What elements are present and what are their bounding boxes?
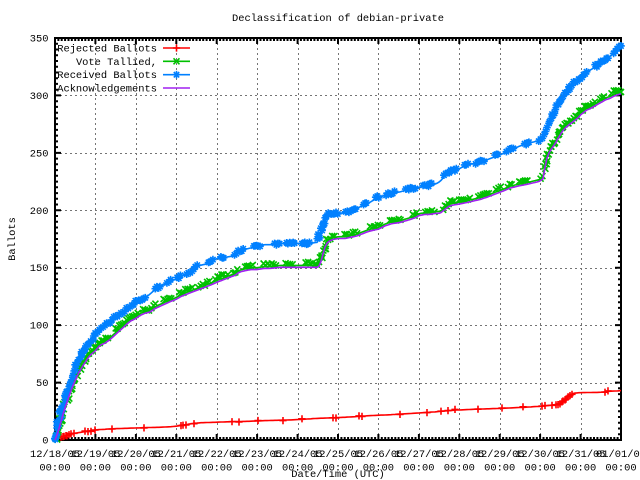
svg-text:Date/Time (UTC): Date/Time (UTC)	[291, 469, 385, 480]
svg-text:00:00: 00:00	[39, 463, 70, 475]
svg-text:12/18/05: 12/18/05	[30, 449, 80, 461]
svg-text:00:00: 00:00	[525, 463, 556, 475]
svg-text:00:00: 00:00	[565, 463, 596, 475]
svg-text:12/21/05: 12/21/05	[151, 449, 201, 461]
svg-text:00:00: 00:00	[242, 463, 273, 475]
svg-text:00:00: 00:00	[201, 463, 232, 475]
svg-text:12/19/05: 12/19/05	[70, 449, 120, 461]
svg-text:12/22/05: 12/22/05	[192, 449, 242, 461]
svg-text:12/31/05: 12/31/05	[556, 449, 606, 461]
svg-text:12/30/05: 12/30/05	[515, 449, 565, 461]
svg-text:50: 50	[36, 378, 48, 390]
svg-text:12/25/05: 12/25/05	[313, 449, 363, 461]
svg-text:350: 350	[30, 34, 49, 46]
svg-text:Declassification of debian-pri: Declassification of debian-private	[232, 13, 444, 25]
svg-text:200: 200	[30, 206, 49, 218]
svg-text:12/27/05: 12/27/05	[394, 449, 444, 461]
svg-text:300: 300	[30, 91, 49, 103]
svg-text:0: 0	[42, 436, 48, 448]
svg-text:12/20/05: 12/20/05	[111, 449, 161, 461]
svg-text:100: 100	[30, 321, 49, 333]
svg-text:00:00: 00:00	[605, 463, 636, 475]
svg-text:00:00: 00:00	[444, 463, 475, 475]
svg-text:12/24/05: 12/24/05	[273, 449, 323, 461]
svg-text:250: 250	[30, 148, 49, 160]
svg-text:12/23/05: 12/23/05	[232, 449, 282, 461]
svg-text:Received Ballots: Received Ballots	[57, 70, 157, 82]
svg-text:00:00: 00:00	[363, 463, 394, 475]
svg-text:00:00: 00:00	[161, 463, 192, 475]
svg-text:12/28/05: 12/28/05	[434, 449, 484, 461]
svg-text:Ballots: Ballots	[7, 217, 19, 261]
svg-text:00:00: 00:00	[322, 463, 353, 475]
svg-text:Rejected Ballots: Rejected Ballots	[57, 44, 157, 56]
svg-text:00:00: 00:00	[120, 463, 151, 475]
svg-text:150: 150	[30, 263, 49, 275]
svg-text:Vote Tallied,: Vote Tallied,	[76, 57, 157, 69]
svg-text:00:00: 00:00	[80, 463, 111, 475]
svg-text:00:00: 00:00	[403, 463, 434, 475]
svg-text:12/26/05: 12/26/05	[353, 449, 403, 461]
svg-text:00:00: 00:00	[484, 463, 515, 475]
svg-text:01/01/06: 01/01/06	[596, 449, 640, 461]
svg-text:Acknowledgements: Acknowledgements	[57, 83, 157, 95]
svg-text:00:00: 00:00	[282, 463, 313, 475]
svg-text:12/29/05: 12/29/05	[475, 449, 525, 461]
